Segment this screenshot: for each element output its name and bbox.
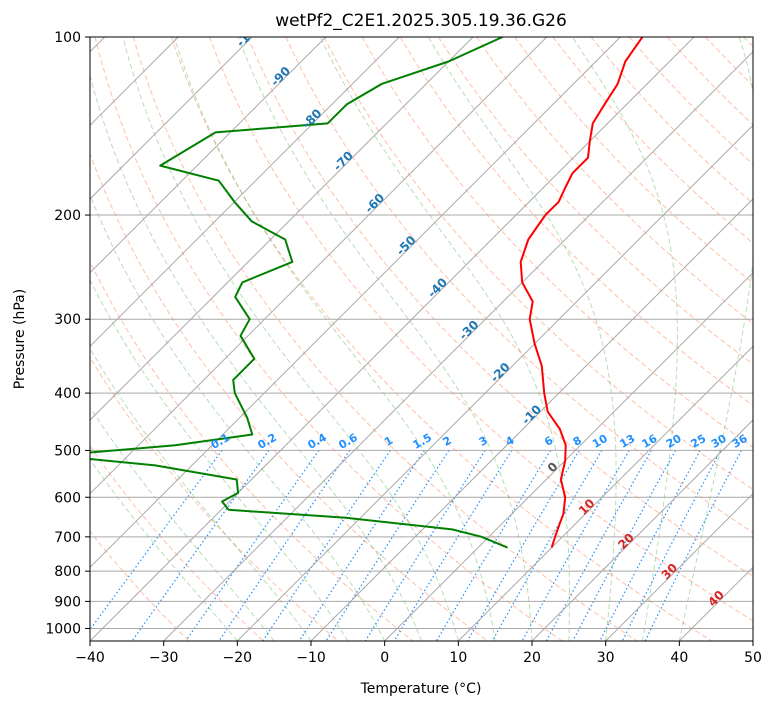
x-tick-label: 10 (449, 650, 467, 666)
x-tick-label: 20 (523, 650, 541, 666)
y-tick-label: 200 (54, 208, 81, 224)
x-tick-label: 40 (670, 650, 688, 666)
x-tick-label: 0 (380, 650, 389, 666)
x-tick-label: −10 (296, 650, 326, 666)
y-tick-label: 1000 (45, 621, 81, 637)
x-axis-label: Temperature (°C) (360, 681, 482, 697)
y-tick-label: 700 (54, 530, 81, 546)
x-tick-label: −40 (75, 650, 105, 666)
y-tick-label: 500 (54, 443, 81, 459)
y-tick-label: 100 (54, 30, 81, 46)
x-tick-label: −20 (223, 650, 253, 666)
y-tick-label: 400 (54, 386, 81, 402)
y-axis-label: Pressure (hPa) (12, 289, 28, 389)
y-tick-label: 900 (54, 594, 81, 610)
x-tick-label: −30 (149, 650, 179, 666)
x-tick-label: 30 (597, 650, 615, 666)
x-tick-label: 50 (744, 650, 762, 666)
y-tick-label: 300 (54, 312, 81, 328)
y-tick-label: 600 (54, 490, 81, 506)
chart-title: wetPf2_C2E1.2025.305.19.36.G26 (275, 11, 567, 31)
y-tick-label: 800 (54, 564, 81, 580)
